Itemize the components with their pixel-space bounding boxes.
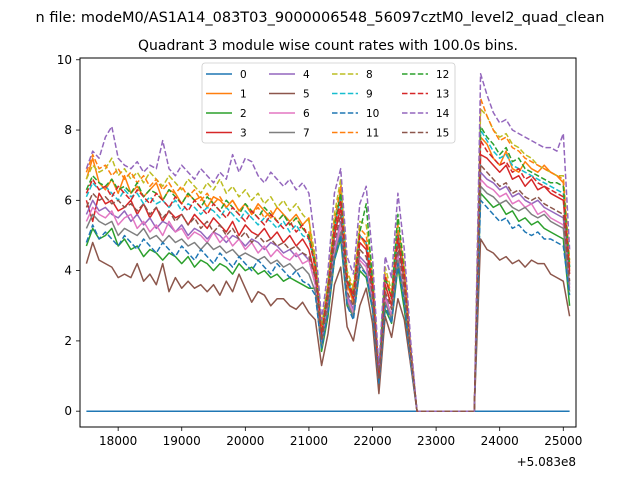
legend-label-11: 11 bbox=[366, 128, 379, 140]
legend-label-12: 12 bbox=[436, 69, 449, 81]
series-line-13 bbox=[85, 139, 571, 412]
series-line-14 bbox=[85, 73, 571, 412]
x-offset-label: +5.083e8 bbox=[517, 455, 576, 469]
legend-label-6: 6 bbox=[303, 108, 310, 120]
y-axis: 0 2 4 6 8 10 bbox=[57, 53, 80, 418]
legend-label-2: 2 bbox=[240, 108, 247, 120]
x-tick-label: 18000 bbox=[99, 434, 137, 448]
x-tick-label: 19000 bbox=[163, 434, 201, 448]
legend-label-13: 13 bbox=[436, 89, 449, 101]
y-tick-label: 2 bbox=[64, 334, 72, 348]
y-tick-label: 0 bbox=[64, 404, 72, 418]
legend-label-8: 8 bbox=[366, 69, 373, 81]
legend-label-15: 15 bbox=[436, 128, 449, 140]
x-tick-label: 23000 bbox=[417, 434, 455, 448]
legend-label-0: 0 bbox=[240, 69, 247, 81]
plot-area bbox=[85, 73, 571, 412]
legend-label-14: 14 bbox=[436, 108, 450, 120]
legend-label-1: 1 bbox=[240, 89, 247, 101]
y-tick-label: 6 bbox=[64, 193, 72, 207]
x-tick-label: 21000 bbox=[290, 434, 328, 448]
legend-label-3: 3 bbox=[240, 128, 247, 140]
series-line-15 bbox=[85, 164, 571, 412]
x-tick-label: 25000 bbox=[544, 434, 582, 448]
x-axis: 18000 19000 20000 21000 22000 23000 24000 25000 bbox=[99, 427, 582, 448]
y-tick-label: 10 bbox=[57, 53, 72, 67]
y-tick-label: 4 bbox=[64, 264, 72, 278]
legend-label-5: 5 bbox=[303, 89, 310, 101]
chart-title: Quadrant 3 module wise count rates with … bbox=[138, 38, 518, 54]
legend-label-4: 4 bbox=[303, 69, 310, 81]
x-tick-label: 24000 bbox=[481, 434, 519, 448]
legend-label-7: 7 bbox=[303, 128, 310, 140]
y-tick-label: 8 bbox=[64, 123, 72, 137]
series-line-5 bbox=[85, 238, 571, 412]
x-tick-label: 22000 bbox=[353, 434, 391, 448]
series-line-10 bbox=[85, 199, 571, 412]
legend-label-9: 9 bbox=[366, 89, 373, 101]
x-tick-label: 20000 bbox=[226, 434, 264, 448]
axes-frame bbox=[79, 57, 577, 428]
legend-box bbox=[201, 62, 456, 144]
figure-suptitle: n file: modeM0/AS1A14_083T03_9000006548_… bbox=[36, 10, 605, 26]
legend-label-10: 10 bbox=[366, 108, 379, 120]
